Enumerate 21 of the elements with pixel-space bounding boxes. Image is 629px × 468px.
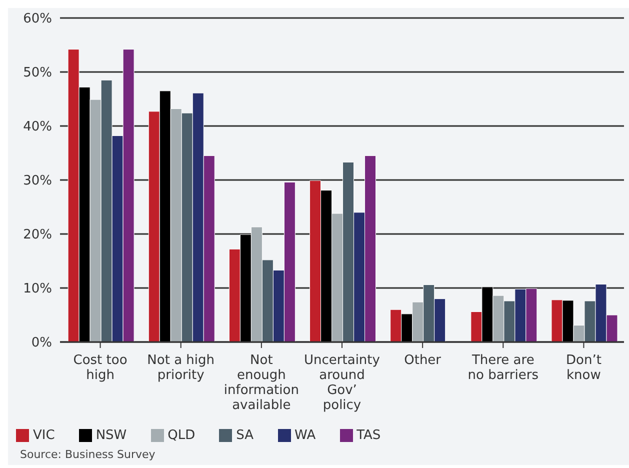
y-tick-label: 50% (23, 66, 52, 81)
y-tick-label: 40% (23, 120, 52, 135)
y-tick-label: 60% (23, 12, 52, 27)
x-tick-label: There are no barriers (468, 353, 539, 383)
y-tick-label: 10% (23, 282, 52, 297)
x-tick-label: Don’t know (566, 353, 602, 383)
legend-label: SA (236, 428, 254, 443)
x-tick-label: Other (404, 353, 442, 368)
source-note: Source: Business Survey (19, 448, 156, 463)
x-tick-label: Not a high priority (147, 353, 215, 383)
legend-label: WA (294, 428, 316, 443)
legend-label: NSW (96, 428, 127, 443)
x-tick-label: Not enough information available (224, 353, 299, 413)
y-tick-label: 20% (23, 228, 52, 243)
y-tick-label: 30% (23, 174, 52, 189)
legend-label: QLD (168, 428, 196, 443)
legend-label: TAS (356, 428, 381, 443)
legend-label: VIC (33, 428, 55, 443)
x-tick-label: Uncertainty around Gov’ policy (304, 353, 380, 413)
x-tick-label: Cost too high (73, 353, 128, 383)
y-tick-label: 0% (31, 336, 52, 351)
